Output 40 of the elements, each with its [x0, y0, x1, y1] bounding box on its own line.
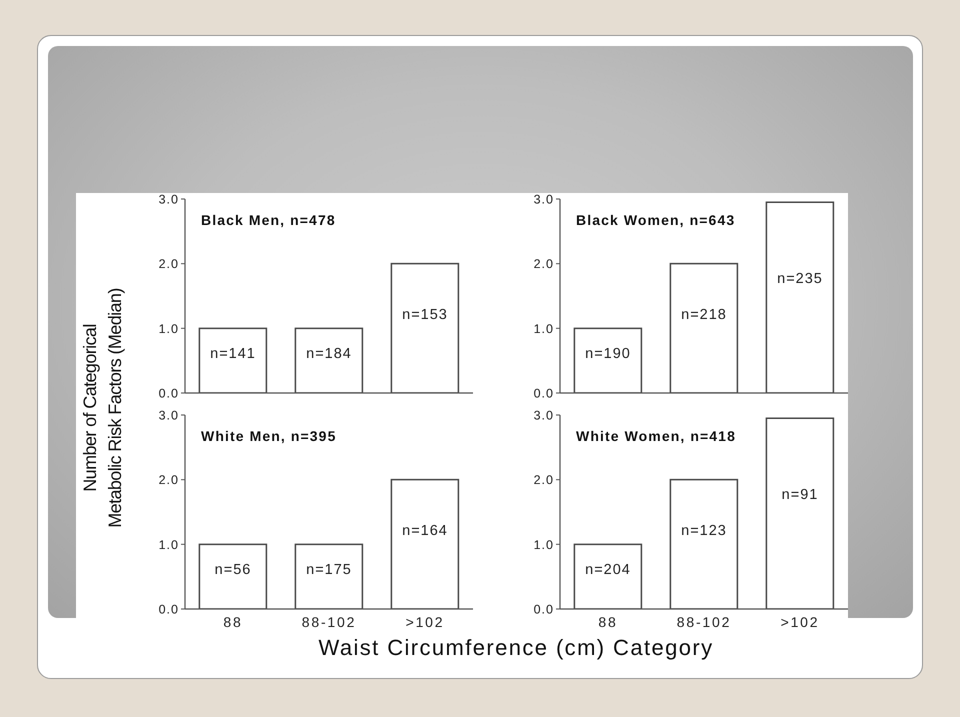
y-tick-label: 1.0: [534, 538, 554, 552]
annotation: n=141: [210, 346, 256, 362]
y-tick-label: 2.0: [158, 257, 179, 272]
text: Black Men, n=478: [201, 212, 336, 228]
y-tick-label: 2.0: [534, 257, 554, 272]
text: Black Women, n=643: [576, 212, 736, 228]
annotation: n=190: [585, 346, 631, 362]
annotation: n=123: [681, 523, 727, 540]
x-tick-label: 88-102: [676, 614, 732, 630]
x-tick-label: 88: [598, 614, 618, 630]
y-tick-label: 1.0: [534, 322, 554, 336]
text: White Men, n=395: [201, 428, 336, 444]
y-tick-label: 1.0: [158, 538, 179, 552]
y-tick-label: 3.0: [158, 408, 179, 422]
y-tick-label: 0.0: [534, 386, 554, 400]
y-tick-label: 3.0: [158, 192, 179, 206]
annotation: n=164: [402, 523, 448, 540]
x-tick-label: 88: [223, 614, 243, 630]
annotation: n=184: [306, 346, 352, 362]
annotation: n=175: [306, 562, 352, 578]
annotation: n=218: [681, 307, 727, 324]
annotation: n=235: [777, 270, 823, 287]
y-tick-label: 3.0: [534, 192, 554, 206]
x-tick-label: >102: [406, 614, 444, 630]
annotation: n=204: [585, 562, 631, 578]
annotation: n=56: [214, 562, 252, 578]
y-tick-label: 0.0: [158, 386, 179, 400]
y-tick-label: 2.0: [158, 473, 179, 488]
y-axis-title: Number of Categorical Metabolic Risk Factors (Median): [79, 288, 126, 528]
x-tick-label: >102: [780, 614, 820, 630]
y-tick-label: 0.0: [158, 602, 179, 616]
annotation: n=153: [402, 307, 448, 324]
y-tick-label: 3.0: [534, 408, 554, 422]
text: White Women, n=418: [576, 428, 736, 444]
annotation: n=91: [782, 486, 818, 503]
y-tick-label: 1.0: [158, 322, 179, 336]
x-axis-title: Waist Circumference (cm) Category: [318, 635, 714, 661]
y-tick-label: 0.0: [534, 602, 554, 616]
x-tick-label: 88-102: [302, 614, 356, 630]
y-tick-label: 2.0: [534, 473, 554, 488]
